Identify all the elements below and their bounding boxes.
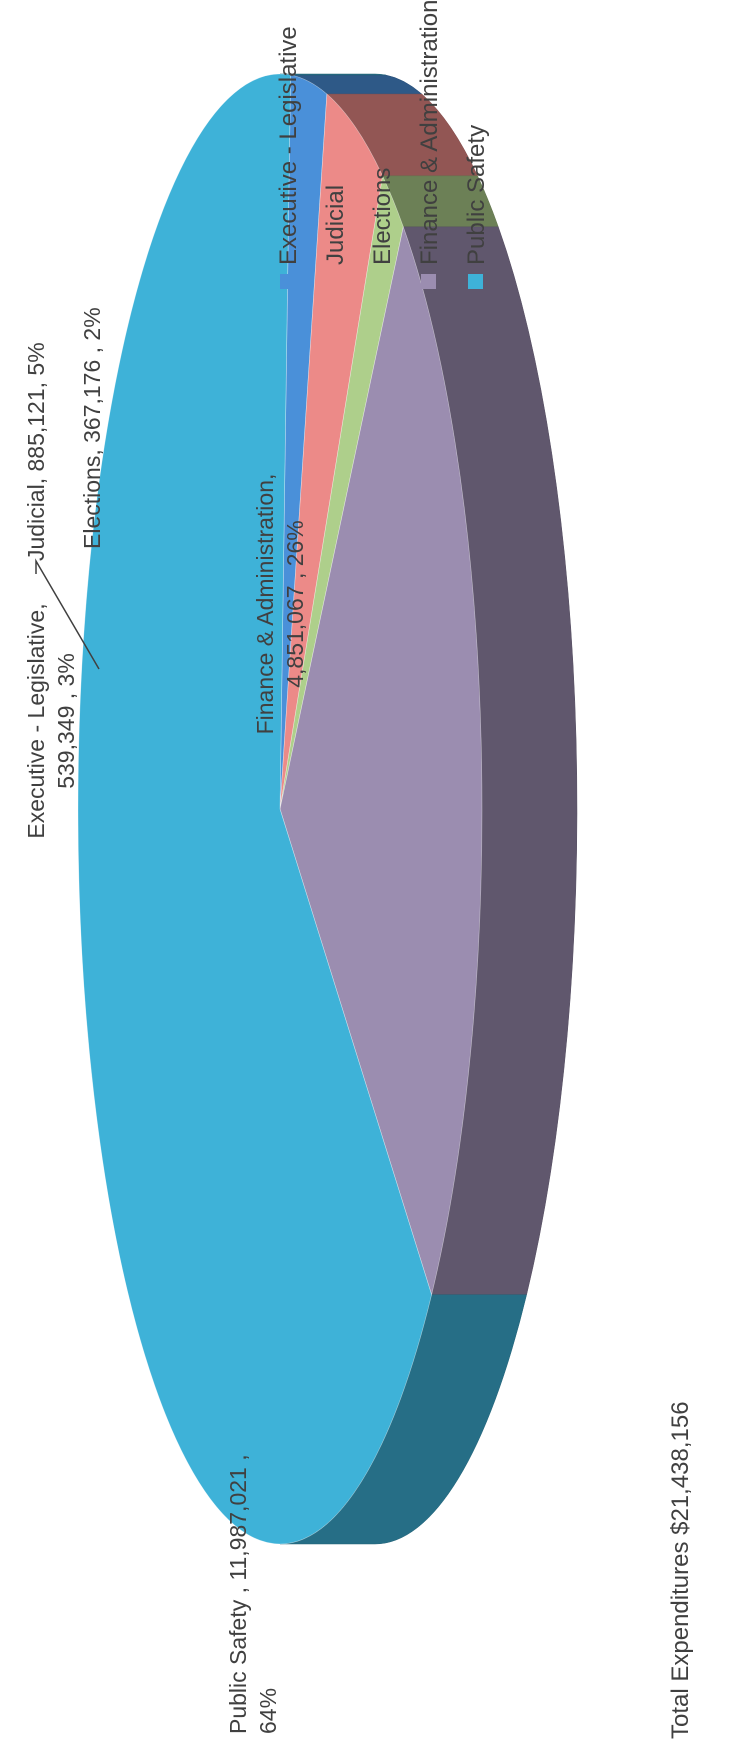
data-label-line: Executive - Legislative, <box>23 603 49 838</box>
legend-label-public-safety: Public Safety <box>463 125 490 265</box>
legend-label-elections: Elections <box>369 168 396 265</box>
data-label-line: Finance & Administration, <box>252 474 278 735</box>
data-label-elections: Elections, 367,176 , 2% <box>79 307 105 549</box>
pie-slice-finance-administration <box>279 225 483 1296</box>
legend-swatch-elections <box>374 274 389 289</box>
judicial-leader-line <box>35 558 100 670</box>
data-label-judicial: Judicial, 885,121, 5% <box>23 342 49 561</box>
pie-slice-public-safety <box>77 73 432 1545</box>
legend-swatch-judicial <box>327 274 342 289</box>
data-labels: Executive - Legislative, 539,349 , 3% Judi… <box>23 307 308 1734</box>
data-label-line: 539,349 , 3% <box>53 653 79 789</box>
legend-swatch-executive-legislative <box>280 274 295 289</box>
legend-label-finance-administration: Finance & Administration <box>416 0 443 265</box>
rotated-chart-frame: Executive - Legislative, 539,349 , 3% Judi… <box>23 0 694 1739</box>
data-label-line: Judicial, 885,121, 5% <box>23 342 49 561</box>
data-label-line: 4,851,067 , 26% <box>282 520 308 688</box>
pie-top-face <box>77 73 483 1545</box>
legend-swatch-public-safety <box>468 274 483 289</box>
pie-side-wall <box>279 73 578 1545</box>
data-label-line: 64% <box>255 1688 281 1734</box>
data-label-line: Elections, 367,176 , 2% <box>79 307 105 549</box>
legend-label-executive-legislative: Executive - Legislative <box>275 26 302 265</box>
data-label-executive-legislative: Executive - Legislative, 539,349 , 3% <box>23 603 79 838</box>
total-expenditures-text: Total Expenditures $21,438,156 <box>667 1401 694 1739</box>
pie-slice-judicial <box>279 93 383 810</box>
data-label-finance-administration: Finance & Administration, 4,851,067 , 26% <box>252 474 308 735</box>
data-label-line: Public Safety , 11,987,021 , <box>225 1454 251 1734</box>
legend-swatch-finance-administration <box>421 274 436 289</box>
data-label-public-safety: Public Safety , 11,987,021 , 64% <box>225 1454 281 1734</box>
legend-label-judicial: Judicial <box>322 185 349 265</box>
legend: Executive - Legislative Judicial Elections… <box>275 0 490 289</box>
